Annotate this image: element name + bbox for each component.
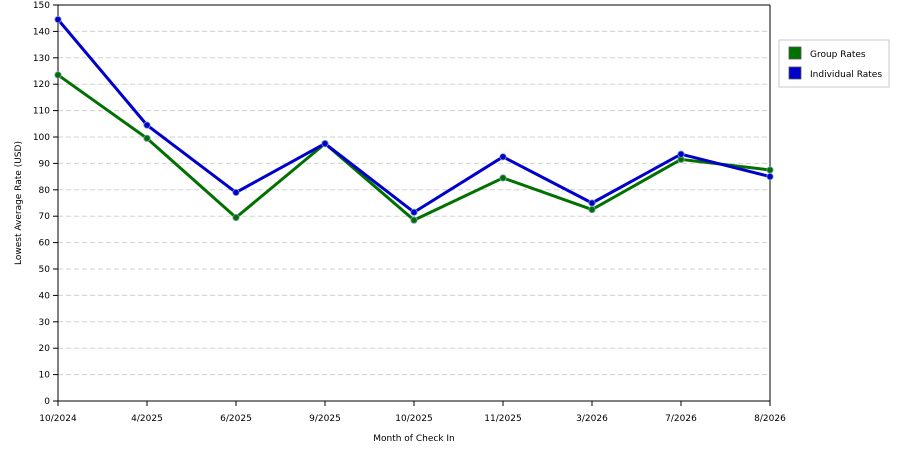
legend-swatch-individual-rates [788,66,802,80]
data-point-individual-rates [677,150,685,158]
x-tick-label: 9/2025 [309,414,341,424]
y-tick-label: 0 [44,397,50,407]
y-tick-label: 40 [39,291,51,301]
legend-label-group-rates: Group Rates [810,50,866,60]
data-point-group-rates [143,134,151,142]
x-tick-labels: 10/2024 4/2025 6/2025 9/2025 10/2025 11/2025 3… [39,414,786,424]
data-point-individual-rates [232,188,240,197]
y-tick-label: 70 [39,212,51,222]
data-point-group-rates [588,206,596,214]
y-tick-label: 130 [33,54,50,64]
y-tick-label: 140 [33,27,50,37]
x-tick-label: 7/2026 [665,414,697,424]
x-tick-label: 11/2025 [484,414,521,424]
data-point-individual-rates [143,121,151,129]
y-tick-labels: 0 10 20 30 40 50 60 70 80 90 100 110 120 130 140 150 [33,1,50,407]
series-layer [54,15,774,224]
y-tick-label: 60 [39,239,51,249]
y-tick-label: 10 [39,371,51,381]
y-tick-label: 110 [33,107,50,117]
x-tick-label: 3/2026 [576,414,608,424]
y-tick-label: 50 [39,265,51,275]
legend: Group Rates Individual Rates [778,39,890,88]
x-tick-label: 10/2024 [39,414,77,424]
data-point-group-rates [766,166,774,174]
legend-label-individual-rates: Individual Rates [810,70,882,80]
data-point-individual-rates [321,140,329,148]
x-tick-label: 10/2025 [395,414,432,424]
grid-layer [58,4,770,376]
data-point-individual-rates [499,153,507,161]
series-line-individual-rates [56,18,772,214]
y-tick-label: 90 [39,159,51,169]
series-line-group-rates [56,73,772,222]
legend-swatch-group-rates [788,46,802,60]
data-point-group-rates [499,174,507,182]
data-point-individual-rates [588,199,596,207]
y-tick-label: 80 [39,186,51,196]
y-tick-label: 100 [33,133,50,143]
x-axis-title: Month of Check In [373,434,455,444]
x-tick-label: 6/2025 [220,414,252,424]
data-point-individual-rates [54,15,62,24]
y-tick-label: 120 [33,80,50,90]
y-tick-label: 150 [33,1,50,11]
data-point-group-rates [54,71,62,79]
axis-layer [53,4,771,406]
data-point-individual-rates [766,173,774,181]
x-tick-label: 8/2026 [754,414,786,424]
y-axis-title: Lowest Average Rate (USD) [14,141,24,265]
y-tick-label: 30 [39,318,51,328]
x-tick-label: 4/2025 [131,414,163,424]
data-point-group-rates [410,216,418,224]
y-tick-label: 20 [39,344,51,354]
data-point-group-rates [232,213,240,222]
data-point-individual-rates [410,208,418,216]
